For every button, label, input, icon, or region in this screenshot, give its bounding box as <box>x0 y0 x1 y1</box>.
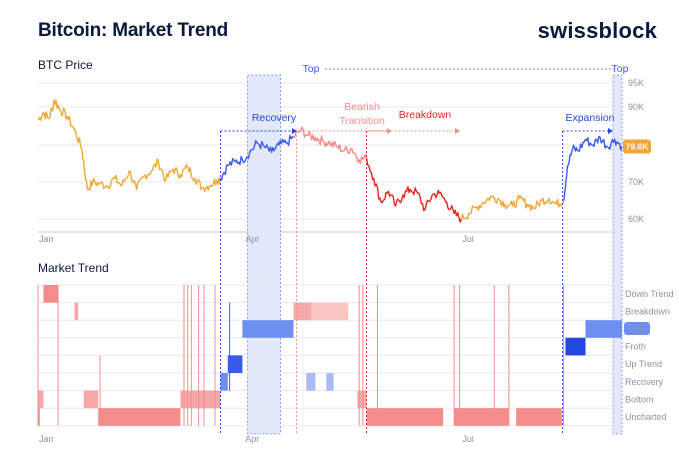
price-line-recovery-up-trend <box>219 134 294 181</box>
trend-category-label: Uncharted <box>625 412 667 422</box>
price-line-bottom <box>460 194 565 220</box>
trend-x-tick: Jul <box>462 434 474 444</box>
price-line-breakdown <box>365 157 463 223</box>
trend-block <box>227 355 243 373</box>
trend-category-label: Recovery <box>625 377 664 387</box>
price-line-expansion-top <box>562 135 623 201</box>
trend-block <box>242 320 294 338</box>
trend-x-tick: Apr <box>245 434 259 444</box>
trend-block <box>220 373 228 391</box>
trend-block <box>357 390 367 409</box>
trend-block <box>403 408 444 426</box>
annotation-breakdown: Breakdown <box>399 109 452 121</box>
trend-category-label: Breakdown <box>625 306 670 316</box>
trend-block <box>293 302 312 321</box>
breakdown-arrow-head <box>455 128 460 134</box>
expansion-arrow-head <box>608 128 613 134</box>
trend-panel-label: Market Trend <box>38 261 109 275</box>
trend-block <box>38 408 40 426</box>
bearish-arrow-head <box>387 128 392 134</box>
price-badge-label: 79.6K <box>626 142 650 152</box>
price-panel-label: BTC Price <box>38 58 93 72</box>
annotation-transition: Transition <box>339 115 385 127</box>
annotation-top-2: Top <box>612 63 629 75</box>
price-x-tick: Apr <box>245 234 259 244</box>
trend-block <box>326 373 334 391</box>
price-line-bearish-transition <box>293 126 368 165</box>
trend-block <box>98 408 111 426</box>
trend-category-label: Froth <box>625 342 646 352</box>
trend-block <box>476 408 509 426</box>
annotation-expansion: Expansion <box>565 112 614 124</box>
trend-block <box>306 373 316 391</box>
trend-block <box>516 408 562 426</box>
trend-block <box>111 408 181 426</box>
top-band-1 <box>247 74 281 435</box>
price-x-tick: Jan <box>39 234 54 244</box>
trend-block <box>585 320 622 338</box>
annotation-top-1: Top <box>303 63 320 75</box>
trend-block <box>74 302 79 321</box>
trend-x-tick: Jan <box>39 434 54 444</box>
price-x-tick: Jul <box>462 234 474 244</box>
trend-category-label: Up Trend <box>625 359 662 369</box>
price-badge <box>623 139 651 154</box>
price-line-uncharted-bottom <box>37 99 222 192</box>
trend-block <box>83 390 99 409</box>
trend-block <box>180 390 221 409</box>
trend-category-label: Top <box>630 324 645 334</box>
annotation-bearish: Bearish <box>344 101 380 113</box>
top-band-2 <box>612 74 623 435</box>
trend-block <box>311 302 349 321</box>
price-y-tick: 95K <box>628 78 644 88</box>
trend-category-label: Down Trend <box>625 289 674 299</box>
recovery-arrow-head <box>292 128 297 134</box>
brand-logo: swissblock <box>537 18 657 43</box>
price-y-tick: 90K <box>628 102 644 112</box>
trend-block <box>565 337 586 356</box>
trend-block <box>454 408 476 426</box>
price-y-tick: 70K <box>628 177 644 187</box>
page-title: Bitcoin: Market Trend <box>38 20 229 41</box>
trend-block <box>366 408 403 426</box>
trend-label-highlight <box>624 322 650 335</box>
annotation-recovery: Recovery <box>252 112 297 124</box>
trend-block <box>43 285 59 303</box>
trend-category-label: Bottom <box>625 394 654 404</box>
price-y-tick: 60K <box>628 214 644 224</box>
trend-block <box>38 390 44 409</box>
